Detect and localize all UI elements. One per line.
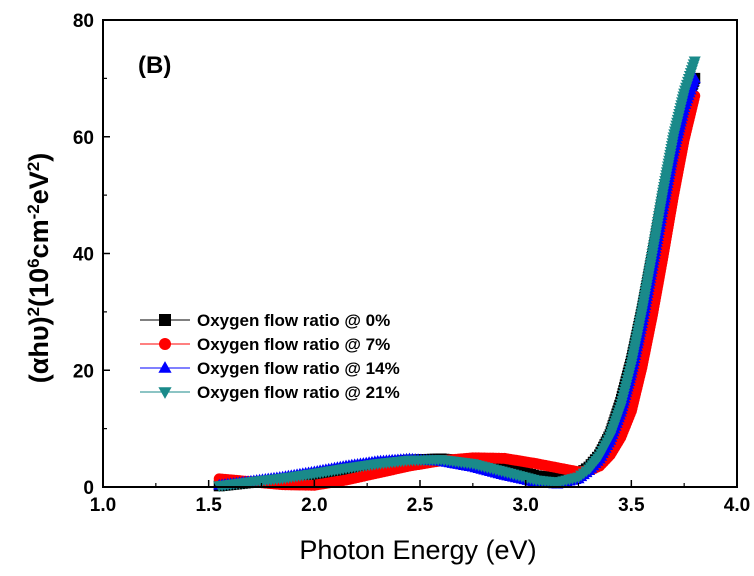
data-layer [213,56,701,493]
x-tick-label: 2.5 [407,495,434,516]
y-title-sup-1: 2 [24,307,43,316]
series-1 [213,90,701,491]
legend-marker [159,314,171,326]
plot-frame [102,19,738,488]
x-tick-label: 4.0 [724,495,750,516]
y-title-open: (10 [24,268,54,307]
y-axis-title: (αhυ)2(106cm-2eV2) [24,153,55,383]
x-axis-title: Photon Energy (eV) [299,535,536,565]
x-tick-label: 1.5 [195,495,222,516]
y-tick-label: 20 [73,361,94,382]
y-title-unit-2: eV [24,171,54,204]
legend-label: Oxygen flow ratio @ 21% [197,383,400,402]
x-tick-label: 1.0 [90,495,116,516]
axis-ticks: 1.0 1.5 2.0 2.5 3.0 3.5 4.0 0 20 40 60 80 [73,11,750,516]
legend-marker [159,338,171,350]
y-tick-label: 80 [73,11,94,32]
y-tick-label: 0 [83,478,94,499]
y-title-unit-1: cm [24,219,54,258]
panel-label: (B) [138,52,171,79]
x-tick-label: 3.0 [512,495,538,516]
y-title-prefix: (αhυ) [24,316,54,383]
y-title-close: ) [24,153,54,162]
y-title-sup-2: 6 [24,258,43,267]
data-point [688,56,701,68]
legend-marker [158,361,172,373]
y-tick-label: 60 [73,128,94,149]
legend: Oxygen flow ratio @ 0% Oxygen flow ratio … [140,311,400,402]
x-tick-label: 2.0 [301,495,327,516]
legend-marker [158,387,172,399]
y-title-sup-4: 2 [24,162,43,171]
legend-label: Oxygen flow ratio @ 7% [197,335,390,354]
y-tick-label: 40 [73,245,94,266]
series-3 [213,56,701,493]
x-tick-label: 3.5 [618,495,645,516]
y-title-sup-3: -2 [24,204,43,219]
legend-label: Oxygen flow ratio @ 14% [197,359,400,378]
legend-label: Oxygen flow ratio @ 0% [197,311,390,330]
